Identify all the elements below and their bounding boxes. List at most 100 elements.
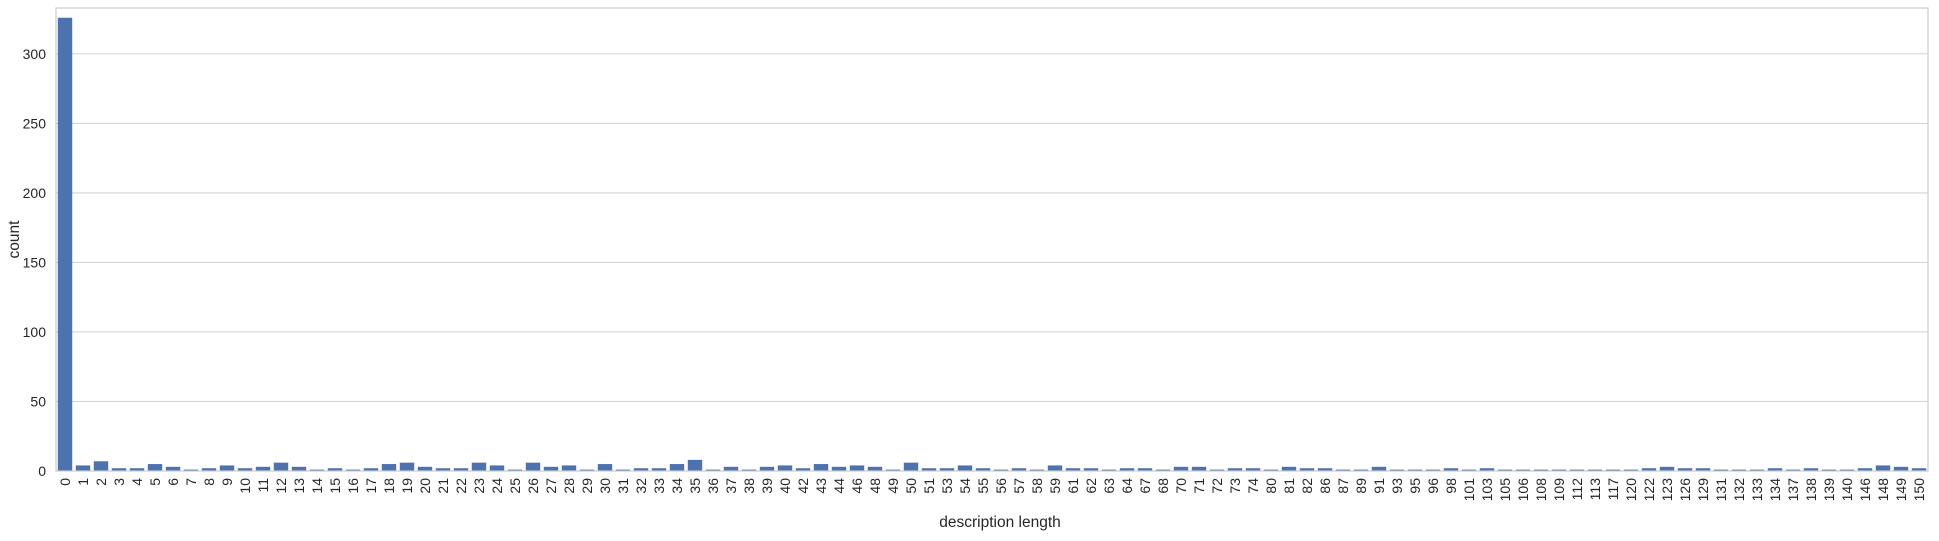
bar-19 (399, 462, 415, 471)
bar-2 (93, 461, 109, 471)
bar-87 (1335, 469, 1351, 471)
x-tick-label: 146 (1857, 478, 1873, 502)
bar-27 (543, 466, 559, 471)
x-tick-label: 132 (1731, 478, 1747, 502)
bar-32 (633, 468, 649, 471)
plot-frame (55, 7, 1929, 472)
bar-28 (561, 465, 577, 471)
bar-38 (741, 469, 757, 471)
bar-57 (1011, 468, 1027, 471)
x-tick-label: 134 (1767, 478, 1783, 502)
bar-146 (1857, 468, 1873, 471)
y-tick-label: 50 (30, 393, 46, 409)
x-tick-label: 40 (777, 478, 793, 494)
bar-39 (759, 466, 775, 471)
x-tick-label: 7 (183, 478, 199, 486)
x-tick-label: 72 (1209, 478, 1225, 494)
bar-3 (111, 468, 127, 471)
x-tick-label: 139 (1821, 478, 1837, 502)
x-tick-label: 71 (1191, 478, 1207, 494)
bar-10 (237, 468, 253, 471)
x-tick-label: 57 (1011, 478, 1027, 494)
x-tick-label: 8 (201, 478, 217, 486)
bar-72 (1209, 469, 1225, 471)
x-tick-label: 28 (561, 478, 577, 494)
bar-22 (453, 468, 469, 471)
x-tick-label: 13 (291, 478, 307, 494)
bar-150 (1911, 468, 1927, 471)
x-tick-label: 2 (93, 478, 109, 486)
x-tick-label: 103 (1479, 478, 1495, 502)
x-tick-label: 17 (363, 478, 379, 494)
bar-131 (1713, 469, 1729, 471)
x-tick-label: 38 (741, 478, 757, 494)
x-tick-label: 37 (723, 478, 739, 494)
bar-126 (1677, 468, 1693, 471)
bars (57, 17, 1927, 472)
x-tick-label: 48 (867, 478, 883, 494)
bar-8 (201, 468, 217, 471)
x-tick-label: 3 (111, 478, 127, 486)
bar-120 (1623, 469, 1639, 471)
x-tick-label: 14 (309, 478, 325, 494)
x-tick-label: 81 (1281, 478, 1297, 494)
x-tick-label: 96 (1425, 478, 1441, 494)
bar-23 (471, 462, 487, 471)
bar-63 (1101, 469, 1117, 471)
x-tick-label: 120 (1623, 478, 1639, 502)
bar-55 (975, 468, 991, 471)
bar-89 (1353, 469, 1369, 471)
x-tick-label: 98 (1443, 478, 1459, 494)
bar-103 (1479, 468, 1495, 471)
bar-113 (1587, 469, 1603, 471)
x-tick-label: 108 (1533, 478, 1549, 502)
y-tick-label: 0 (38, 463, 46, 479)
x-tick-label: 19 (399, 478, 415, 494)
bar-74 (1245, 468, 1261, 471)
x-tick-label: 86 (1317, 478, 1333, 494)
bar-0 (57, 17, 73, 472)
x-tick-label: 27 (543, 478, 559, 494)
x-tick-label: 39 (759, 478, 775, 494)
x-tick-label: 80 (1263, 478, 1279, 494)
bar-14 (309, 469, 325, 471)
x-tick-label: 50 (903, 478, 919, 494)
x-tick-label: 59 (1047, 478, 1063, 494)
bar-149 (1893, 466, 1909, 471)
bar-117 (1605, 469, 1621, 471)
x-tick-label: 21 (435, 478, 451, 494)
bar-48 (867, 466, 883, 471)
x-tick-label: 140 (1839, 478, 1855, 502)
x-tick-label: 15 (327, 478, 343, 494)
x-tick-label: 74 (1245, 478, 1261, 494)
bar-95 (1407, 469, 1423, 471)
bar-15 (327, 468, 343, 471)
bar-30 (597, 464, 613, 471)
x-tick-label: 117 (1605, 478, 1621, 501)
y-gridlines (56, 53, 1928, 472)
x-tick-label: 5 (147, 478, 163, 486)
bar-81 (1281, 466, 1297, 471)
bar-71 (1191, 466, 1207, 471)
bar-109 (1551, 469, 1567, 471)
x-tick-label: 123 (1659, 478, 1675, 502)
bar-1 (75, 465, 91, 471)
x-tick-label: 87 (1335, 478, 1351, 494)
x-tick-label: 67 (1137, 478, 1153, 494)
x-tick-label: 49 (885, 478, 901, 494)
x-tick-label: 34 (669, 478, 685, 494)
bar-108 (1533, 469, 1549, 471)
x-tick-label: 29 (579, 478, 595, 494)
bar-62 (1083, 468, 1099, 471)
x-tick-label: 51 (921, 478, 937, 494)
x-tick-label: 0 (57, 478, 73, 486)
x-tick-label: 16 (345, 478, 361, 494)
bar-51 (921, 468, 937, 471)
bar-86 (1317, 468, 1333, 471)
bar-18 (381, 464, 397, 471)
x-tick-label: 31 (615, 478, 631, 494)
bar-123 (1659, 466, 1675, 471)
x-tick-label: 150 (1911, 478, 1927, 502)
x-tick-label: 55 (975, 478, 991, 494)
y-axis-title: count (6, 220, 23, 259)
